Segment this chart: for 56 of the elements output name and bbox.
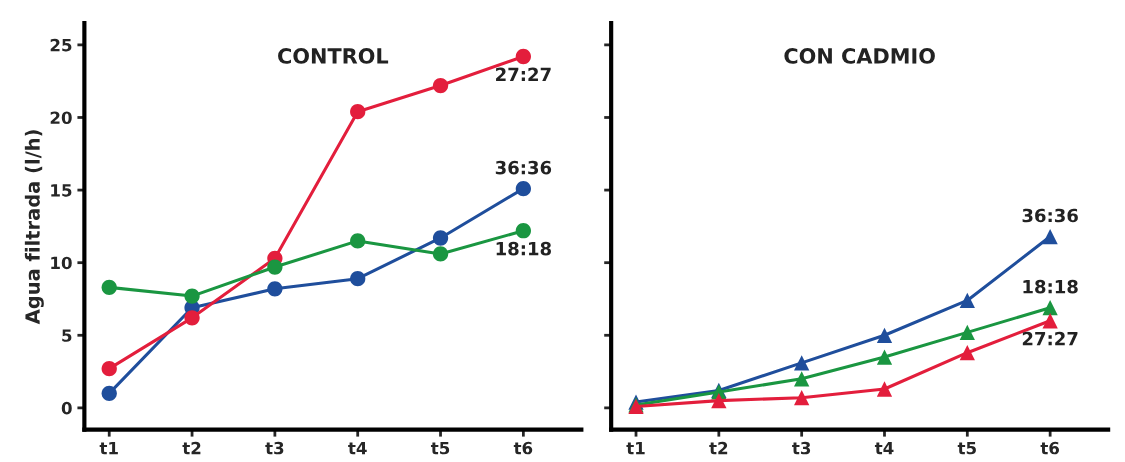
- point: [350, 104, 366, 120]
- point: [1042, 300, 1058, 316]
- point: [267, 259, 283, 275]
- point: [711, 392, 727, 409]
- series-label: 36:36: [495, 160, 552, 175]
- x-tick-label: t5: [430, 441, 450, 455]
- x-tick-label: t3: [792, 441, 811, 455]
- y-tick-label: 0: [61, 401, 72, 415]
- point: [184, 288, 200, 304]
- x-tick-label: t6: [1040, 441, 1060, 455]
- y-tick-label: 25: [50, 38, 72, 52]
- x-tick-label: t4: [874, 441, 894, 455]
- point: [515, 223, 531, 239]
- x-tick-label: t1: [626, 441, 645, 455]
- text: CON CADMIO: [784, 48, 935, 64]
- point: [959, 292, 975, 309]
- x-tick-label: t2: [709, 441, 728, 455]
- x-tick-label: t5: [957, 441, 976, 455]
- point: [876, 327, 893, 343]
- point: [350, 271, 366, 287]
- series-label: 27:27: [1022, 331, 1078, 346]
- x-tick-label: t2: [182, 441, 201, 455]
- point: [1042, 228, 1058, 245]
- x-tick-label: t3: [265, 441, 284, 455]
- point: [432, 246, 449, 262]
- point: [959, 324, 975, 341]
- x-tick-label: t1: [99, 441, 118, 455]
- x-tick-label: t4: [348, 441, 367, 455]
- point: [794, 355, 810, 371]
- point: [101, 279, 117, 295]
- y-tick-label: 15: [51, 184, 72, 197]
- point: [794, 371, 810, 387]
- point: [1042, 313, 1058, 329]
- point: [432, 230, 449, 246]
- y-tick-label: 10: [51, 256, 72, 270]
- point: [876, 381, 893, 397]
- point: [515, 180, 531, 197]
- point: [184, 310, 200, 326]
- point: [267, 281, 283, 297]
- series-label: 27:27: [496, 67, 551, 81]
- series-label: 18:18: [1023, 279, 1078, 294]
- y-tick-label: 20: [50, 111, 72, 125]
- x-tick-label: t6: [513, 441, 533, 455]
- series-label: 18:18: [496, 241, 551, 256]
- series-label: 36:36: [1022, 208, 1078, 223]
- point: [350, 233, 366, 249]
- point: [876, 349, 893, 365]
- point: [432, 77, 449, 94]
- point: [515, 48, 531, 65]
- point: [959, 345, 975, 361]
- y-axis-title: Agua filtrada (l/h): [24, 130, 44, 325]
- point: [101, 361, 117, 377]
- y-tick-label: 5: [62, 329, 72, 342]
- text: CONTROL: [278, 48, 389, 64]
- point: [101, 385, 117, 401]
- point: [794, 390, 810, 406]
